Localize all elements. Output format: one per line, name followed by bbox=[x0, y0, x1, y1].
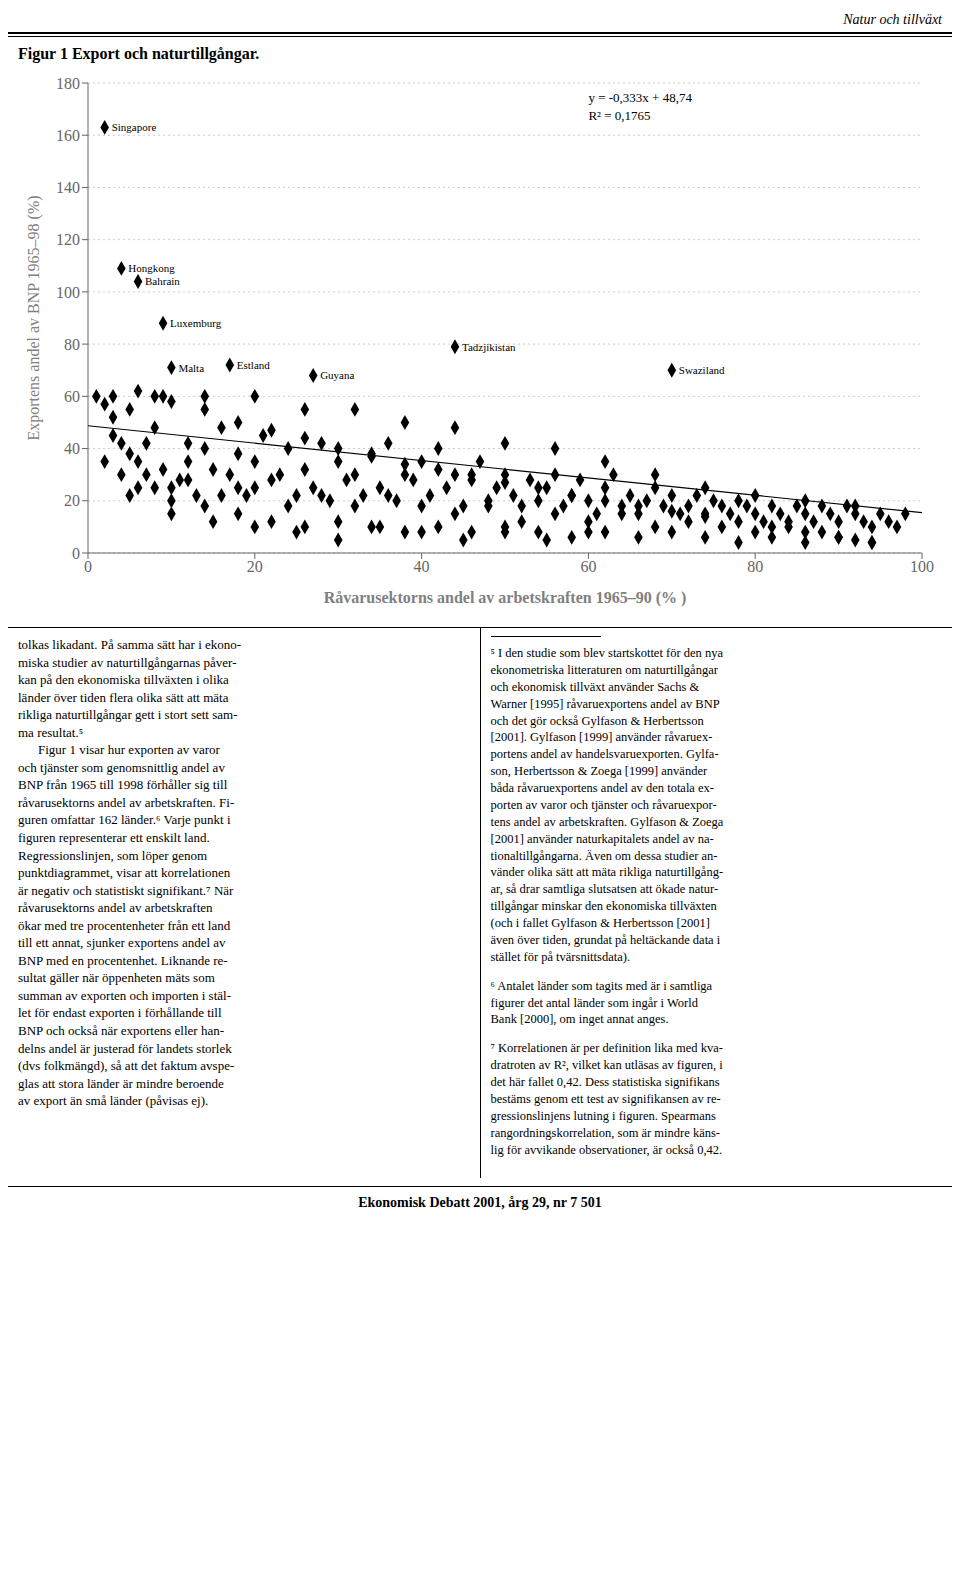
svg-text:140: 140 bbox=[56, 179, 80, 196]
svg-text:120: 120 bbox=[56, 231, 80, 248]
svg-text:20: 20 bbox=[247, 558, 263, 575]
svg-text:80: 80 bbox=[747, 558, 763, 575]
svg-text:Singapore: Singapore bbox=[112, 121, 157, 133]
html-text:⁷ Korrelationen är per definit: ⁷ Korrelationen är per definition lika m… bbox=[490, 1041, 723, 1157]
svg-text:Estland: Estland bbox=[237, 359, 270, 371]
svg-text:Tadzjikistan: Tadzjikistan bbox=[462, 341, 516, 353]
svg-text:Swaziland: Swaziland bbox=[679, 364, 725, 376]
svg-text:180: 180 bbox=[56, 75, 80, 92]
svg-text:80: 80 bbox=[64, 336, 80, 353]
svg-text:60: 60 bbox=[64, 388, 80, 405]
svg-text:Luxemburg: Luxemburg bbox=[170, 317, 222, 329]
svg-text:Råvarusektorns andel av arbets: Råvarusektorns andel av arbetskraften 19… bbox=[324, 589, 687, 607]
svg-text:160: 160 bbox=[56, 127, 80, 144]
html-text:tolkas likadant. På samma sätt: tolkas likadant. På samma sätt har i eko… bbox=[18, 637, 242, 740]
html-text:y = -0,333x + 48,74: y = -0,333x + 48,74 bbox=[588, 90, 692, 105]
svg-text:Hongkong: Hongkong bbox=[128, 262, 175, 274]
html-text:Ekonomisk Debatt 2001, årg 29,: Ekonomisk Debatt 2001, årg 29, nr 7 501 bbox=[358, 1195, 602, 1211]
svg-text:Guyana: Guyana bbox=[320, 369, 354, 381]
svg-text:20: 20 bbox=[64, 492, 80, 509]
svg-text:Bahrain: Bahrain bbox=[145, 275, 180, 287]
svg-text:0: 0 bbox=[84, 558, 92, 575]
html-text:Figur 1 Export och naturtillgå: Figur 1 Export och naturtillgångar. bbox=[18, 45, 260, 62]
svg-text:60: 60 bbox=[580, 558, 596, 575]
svg-text:0: 0 bbox=[72, 545, 80, 562]
html-text:⁶ Antalet länder som tagits me: ⁶ Antalet länder som tagits med är i sam… bbox=[490, 978, 713, 1027]
svg-text:100: 100 bbox=[56, 284, 80, 301]
svg-text:100: 100 bbox=[910, 558, 934, 575]
html-text:Figur 1 visar hur exporten av: Figur 1 visar hur exporten av varor och … bbox=[18, 742, 235, 1109]
html-text:Natur och tillväxt: Natur och tillväxt bbox=[843, 12, 942, 27]
svg-text:Malta: Malta bbox=[178, 362, 204, 374]
svg-text:40: 40 bbox=[414, 558, 430, 575]
html-text:R² = 0,1765: R² = 0,1765 bbox=[588, 108, 651, 124]
html-text:⁵ I den studie som blev starts: ⁵ I den studie som blev startskottet för… bbox=[490, 646, 724, 964]
svg-text:Exportens andel av BNP 1965–98: Exportens andel av BNP 1965–98 (%) bbox=[25, 195, 43, 440]
svg-text:40: 40 bbox=[64, 440, 80, 457]
